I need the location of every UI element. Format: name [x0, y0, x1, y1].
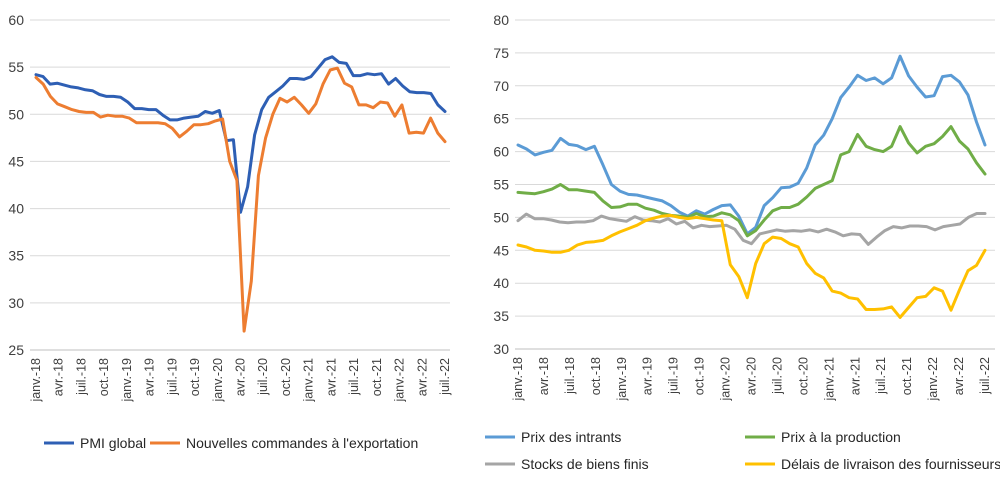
- x-tick-label: avr.-19: [143, 358, 157, 396]
- x-tick-label: juil.-22: [978, 357, 992, 395]
- y-tick-label: 40: [8, 201, 24, 217]
- legend-label: Stocks de biens finis: [521, 456, 649, 472]
- legend-item-pmi-global: PMI global: [44, 435, 146, 451]
- x-tick-label: juil.-18: [74, 358, 88, 396]
- series-line-prix-a-la-production: [516, 125, 987, 238]
- x-tick-label: janv.-20: [719, 357, 733, 402]
- x-tick-label: juil.-18: [563, 357, 577, 395]
- y-tick-label: 55: [493, 177, 509, 193]
- series-line-delais-de-livraison-des-fournisseurs: [516, 213, 987, 319]
- y-tick-label: 25: [8, 342, 24, 358]
- x-tick-label: oct.-20: [279, 358, 293, 396]
- x-tick-label: janv.-21: [302, 358, 316, 403]
- x-tick-label: janv.-22: [393, 358, 407, 403]
- y-tick-label: 50: [493, 209, 509, 225]
- x-tick-label: oct.-21: [370, 358, 384, 396]
- legend-label: Nouvelles commandes à l'exportation: [186, 435, 418, 451]
- x-tick-label: avr.-22: [952, 357, 966, 395]
- x-tick-label: janv.-18: [511, 357, 525, 402]
- y-tick-label: 70: [493, 78, 509, 94]
- x-tick-label: oct.-21: [900, 357, 914, 395]
- y-tick-label: 30: [8, 295, 24, 311]
- legend-label: Délais de livraison des fournisseurs: [781, 456, 1000, 472]
- legend-item-stocks-de-biens-finis: Stocks de biens finis: [485, 456, 649, 472]
- y-tick-label: 45: [8, 153, 24, 169]
- legend-item-prix-a-la-production: Prix à la production: [745, 429, 901, 445]
- series-line-stocks-de-biens-finis: [516, 212, 987, 246]
- legend-label: PMI global: [80, 435, 146, 451]
- x-tick-label: janv.-20: [211, 358, 225, 403]
- x-tick-label: oct.-18: [589, 357, 603, 395]
- y-tick-label: 30: [493, 341, 509, 357]
- legend-label: Prix des intrants: [521, 429, 621, 445]
- x-tick-label: juil.-20: [770, 357, 784, 395]
- y-tick-label: 60: [493, 144, 509, 160]
- x-tick-label: avr.-19: [641, 357, 655, 395]
- x-tick-label: juil.-21: [347, 358, 361, 396]
- x-tick-label: janv.-18: [29, 358, 43, 403]
- y-tick-label: 35: [493, 308, 509, 324]
- x-tick-label: oct.-19: [693, 357, 707, 395]
- legend-item-prix-des-intrants: Prix des intrants: [485, 429, 621, 445]
- x-tick-label: janv.-22: [926, 357, 940, 402]
- x-tick-label: janv.-19: [120, 358, 134, 403]
- y-tick-label: 75: [493, 45, 509, 61]
- y-tick-label: 80: [493, 12, 509, 28]
- x-tick-label: juil.-22: [438, 358, 452, 396]
- y-tick-label: 40: [493, 275, 509, 291]
- legend-label: Prix à la production: [781, 429, 901, 445]
- y-tick-label: 35: [8, 248, 24, 264]
- x-tick-label: oct.-19: [188, 358, 202, 396]
- left-line-chart: 25 30 35 40 45 50 55 60 janv.-18 avr.-18 juil.-18 o…: [8, 12, 452, 451]
- y-tick-label: 50: [8, 106, 24, 122]
- x-tick-label: avr.-18: [537, 357, 551, 395]
- x-tick-label: avr.-20: [745, 357, 759, 395]
- x-tick-label: juil.-19: [667, 357, 681, 395]
- right-line-chart: 30 35 40 45 50 55 60 65 70 75 80 janv.-18 avr.-18 jui…: [485, 12, 1000, 472]
- series-line-prix-des-intrants: [516, 54, 987, 236]
- x-tick-label: juil.-20: [256, 358, 270, 396]
- x-tick-label: avr.-20: [234, 358, 248, 396]
- y-tick-label: 60: [8, 12, 24, 28]
- x-tick-label: oct.-20: [796, 357, 810, 395]
- legend-item-delais-de-livraison-des-fournisseurs: Délais de livraison des fournisseurs: [745, 456, 1000, 472]
- x-tick-label: juil.-19: [165, 358, 179, 396]
- series-line-pmi-global: [34, 55, 447, 214]
- x-tick-label: janv.-21: [822, 357, 836, 402]
- y-tick-label: 55: [8, 59, 24, 75]
- y-tick-label: 45: [493, 242, 509, 258]
- legend-item-nouvelles-commandes-a-l-exportation: Nouvelles commandes à l'exportation: [150, 435, 418, 451]
- x-tick-label: juil.-21: [874, 357, 888, 395]
- series-line-nouvelles-commandes-a-l-exportation: [34, 66, 447, 333]
- x-tick-label: avr.-18: [52, 358, 66, 396]
- x-tick-label: avr.-21: [324, 358, 338, 396]
- x-tick-label: avr.-22: [415, 358, 429, 396]
- y-tick-label: 65: [493, 111, 509, 127]
- x-tick-label: oct.-18: [97, 358, 111, 396]
- x-tick-label: janv.-19: [615, 357, 629, 402]
- x-tick-label: avr.-21: [848, 357, 862, 395]
